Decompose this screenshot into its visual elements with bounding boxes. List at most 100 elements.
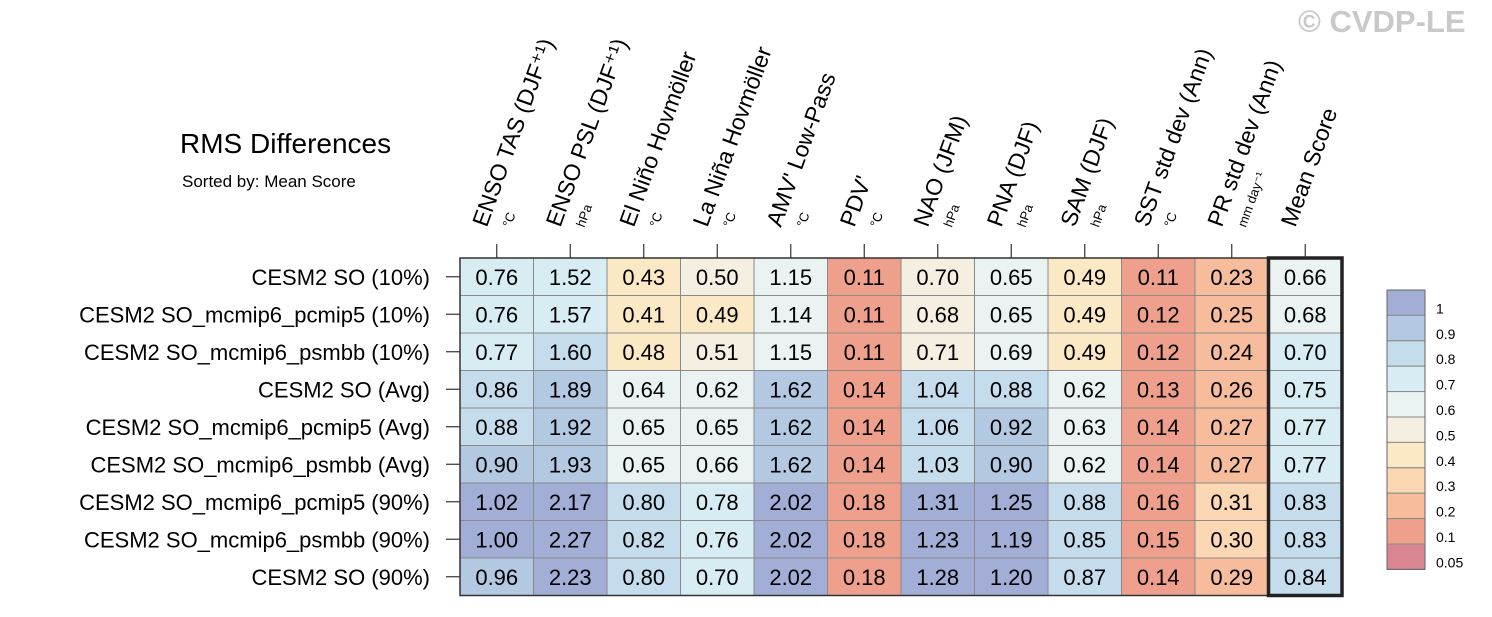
watermark: © CVDP-LE — [1298, 4, 1466, 39]
cell-value-label: 1.04 — [916, 377, 959, 402]
column-label: NAO (JFM) — [908, 112, 972, 230]
heatmap-cell — [533, 445, 608, 484]
cell-value-label: 0.78 — [696, 490, 739, 515]
column-unit-label: °C — [867, 210, 886, 229]
column-unit-label: hPa — [940, 201, 962, 229]
heatmap-cell — [606, 557, 681, 596]
cell-value-label: 0.66 — [696, 452, 739, 477]
column-label: ENSO TAS (DJF⁺¹) — [467, 35, 559, 230]
heatmap-cell — [533, 257, 608, 296]
cell-value-label: 0.84 — [1284, 565, 1327, 590]
colorbar-segment — [1386, 441, 1426, 469]
column-unit-label: °C — [1161, 210, 1180, 229]
heatmap-cell — [1121, 407, 1196, 446]
column-label: El Niño Hovmöller — [614, 48, 701, 230]
colorbar-tick-label: 0.3 — [1436, 478, 1456, 494]
colorbar-segment — [1386, 391, 1426, 418]
cell-value-label: 0.70 — [1284, 340, 1327, 365]
cell-value-label: 0.30 — [1210, 527, 1253, 552]
heatmap-cell — [1194, 520, 1269, 559]
cell-value-label: 0.70 — [916, 265, 959, 290]
cell-value-label: 1.28 — [916, 565, 959, 590]
heatmap-cell — [1268, 257, 1343, 296]
chart-title: RMS Differences — [180, 128, 392, 159]
heatmap-cell — [827, 407, 902, 446]
cell-value-label: 1.15 — [769, 265, 812, 290]
cell-value-label: 2.02 — [769, 490, 812, 515]
heatmap-cell — [459, 407, 534, 446]
cell-value-label: 1.57 — [549, 302, 592, 327]
heatmap-cell — [459, 370, 534, 409]
cell-value-label: 0.77 — [475, 340, 518, 365]
cell-value-label: 0.63 — [1063, 415, 1106, 440]
cell-value-label: 0.90 — [990, 452, 1033, 477]
heatmap-cell — [1194, 407, 1269, 446]
cell-value-label: 1.19 — [990, 527, 1033, 552]
cell-value-label: 0.49 — [1063, 340, 1106, 365]
cell-value-label: 2.02 — [769, 527, 812, 552]
heatmap-cell — [459, 557, 534, 596]
cell-value-label: 0.64 — [622, 377, 665, 402]
cell-value-label: 1.62 — [769, 452, 812, 477]
cell-value-label: 0.65 — [990, 302, 1033, 327]
heatmap-cell — [680, 332, 755, 371]
cell-value-label: 0.77 — [1284, 415, 1327, 440]
heatmap-cell — [753, 557, 828, 596]
cell-value-label: 0.76 — [475, 265, 518, 290]
column-unit-label: °C — [720, 210, 739, 229]
cell-value-label: 0.62 — [1063, 377, 1106, 402]
cell-value-label: 0.82 — [622, 527, 665, 552]
cell-value-label: 1.89 — [549, 377, 592, 402]
cell-value-label: 0.86 — [475, 377, 518, 402]
column-unit-label: hPa — [573, 201, 595, 229]
cell-value-label: 0.65 — [622, 415, 665, 440]
cell-value-label: 0.48 — [622, 340, 665, 365]
cell-value-label: 0.92 — [990, 415, 1033, 440]
cell-value-label: 0.68 — [1284, 302, 1327, 327]
cell-value-label: 0.75 — [1284, 377, 1327, 402]
cell-value-label: 2.27 — [549, 527, 592, 552]
row-label: CESM2 SO_mcmip6_psmbb (90%) — [84, 527, 430, 552]
row-label: CESM2 SO_mcmip6_psmbb (Avg) — [91, 452, 431, 477]
cell-value-label: 0.18 — [843, 490, 886, 515]
cell-value-label: 1.23 — [916, 527, 959, 552]
cell-value-label: 1.14 — [769, 302, 812, 327]
cell-value-label: 1.92 — [549, 415, 592, 440]
cell-value-label: 0.11 — [844, 265, 885, 290]
heatmap-cell — [680, 557, 755, 596]
cell-value-label: 0.65 — [990, 265, 1033, 290]
cell-value-label: 0.96 — [475, 565, 518, 590]
cell-value-label: 1.00 — [475, 527, 518, 552]
column-label: Mean Score — [1276, 104, 1343, 229]
cell-value-label: 0.88 — [1063, 490, 1106, 515]
column-unit-label: hPa — [1014, 201, 1036, 229]
cell-value-label: 0.49 — [1063, 302, 1106, 327]
colorbar-tick-label: 0.9 — [1436, 326, 1456, 342]
cell-value-label: 2.02 — [769, 565, 812, 590]
cell-value-label: 0.15 — [1137, 527, 1180, 552]
heatmap-cell — [1268, 482, 1343, 521]
heatmap-cell — [1047, 445, 1122, 484]
heatmap-cell — [827, 482, 902, 521]
cell-value-label: 0.25 — [1210, 302, 1253, 327]
colorbar-tick-label: 0.7 — [1436, 377, 1456, 393]
heatmap-cell — [1121, 482, 1196, 521]
cell-value-label: 0.66 — [1284, 265, 1327, 290]
heatmap-cell — [974, 557, 1049, 596]
row-label: CESM2 SO_mcmip6_pcmip5 (10%) — [79, 302, 430, 327]
column-unit-label: °C — [793, 210, 812, 229]
cell-value-label: 1.31 — [916, 490, 959, 515]
row-label: CESM2 SO (90%) — [252, 565, 431, 590]
cell-value-label: 0.80 — [622, 565, 665, 590]
cell-value-label: 0.11 — [844, 302, 885, 327]
cell-value-label: 1.25 — [990, 490, 1033, 515]
heatmap-cell — [606, 370, 681, 409]
heatmap-cell — [1121, 557, 1196, 596]
heatmap-cell — [680, 520, 755, 559]
heatmap-cell — [1047, 520, 1122, 559]
cell-value-label: 1.06 — [916, 415, 959, 440]
heatmap-cell — [827, 295, 902, 334]
cell-value-label: 0.90 — [475, 452, 518, 477]
heatmap-cell — [827, 557, 902, 596]
